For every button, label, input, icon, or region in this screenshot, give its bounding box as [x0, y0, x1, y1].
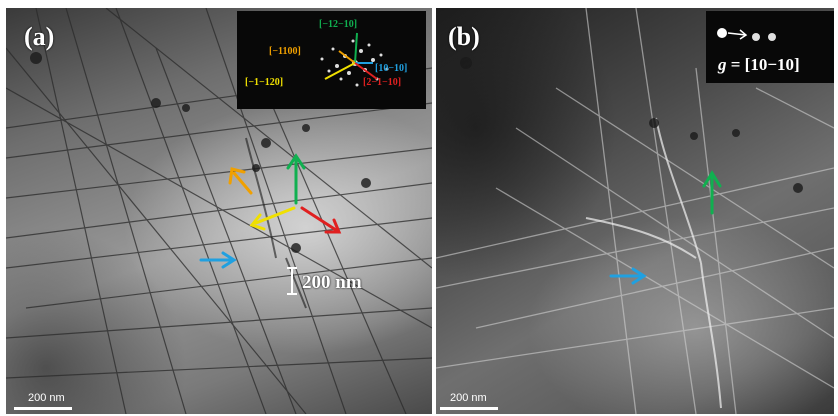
diffraction-label-orange: [−1100]: [269, 46, 301, 57]
dislocation-texture-a: [6, 8, 432, 414]
scale-bar-b: [440, 407, 498, 410]
micrograph-panel-a: (a) [−12−10] [−1100] [−1−120] [10−10] [: [6, 8, 432, 414]
g-vector-inset: g = [10−10]: [706, 11, 834, 83]
scale-mark-label: 200 nm: [302, 272, 362, 293]
diffraction-label-red: [2−1−10]: [363, 77, 402, 88]
panel-label-a: (a): [24, 22, 55, 51]
diffraction-label-yellow: [−1−120]: [245, 77, 284, 88]
scale-bar-label-b: 200 nm: [450, 392, 487, 404]
micrograph-panel-b: (b) g = [10−10] 200 nm: [436, 8, 834, 414]
dislocation-texture-b: [436, 8, 834, 414]
diffraction-label-green: [−12−10]: [319, 19, 358, 30]
g-vector-spots: [717, 28, 776, 41]
g-vector-label: g = [10−10]: [718, 55, 800, 75]
diffraction-pattern-inset: [−12−10] [−1100] [−1−120] [10−10] [2−1−1…: [237, 11, 426, 109]
panel-label-b: (b): [448, 22, 480, 51]
diffraction-label-blue: [10−10]: [375, 63, 408, 74]
scale-bar-a: [14, 407, 72, 410]
g-vector-value: = [10−10]: [726, 55, 800, 74]
scale-bar-label-a: 200 nm: [28, 392, 65, 404]
g-symbol: g: [718, 55, 727, 74]
diffraction-spots: [320, 32, 389, 87]
